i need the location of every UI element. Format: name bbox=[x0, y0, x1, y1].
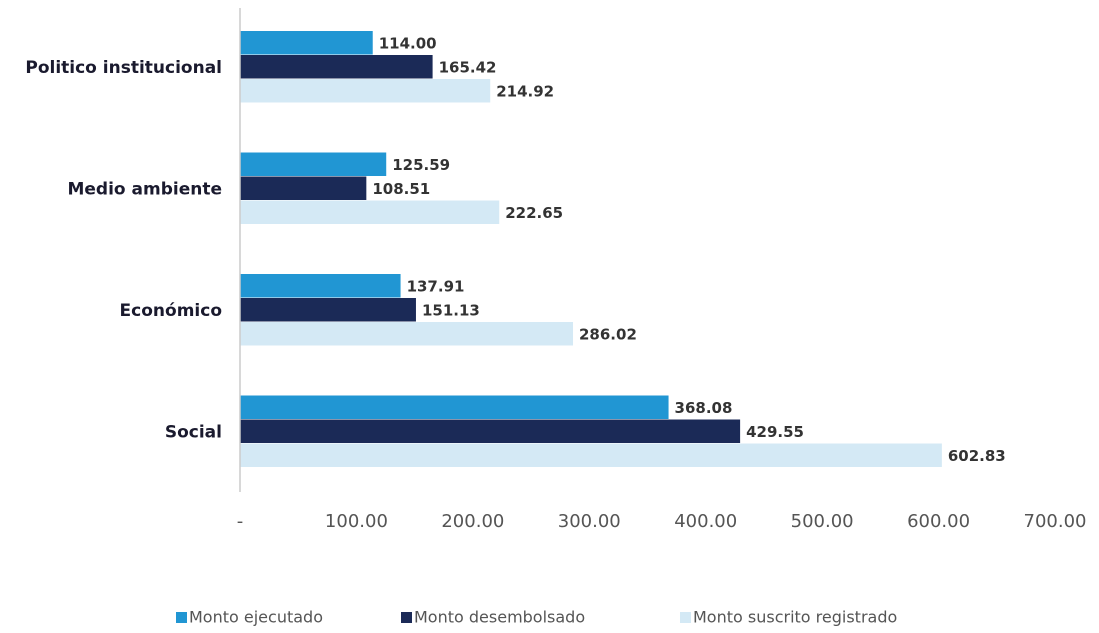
bar bbox=[240, 31, 373, 55]
bar bbox=[240, 322, 574, 346]
value-label: 125.59 bbox=[392, 156, 450, 174]
bar bbox=[240, 176, 367, 200]
bar bbox=[240, 443, 942, 467]
value-label: 429.55 bbox=[746, 423, 804, 441]
x-tick-label: 400.00 bbox=[674, 511, 737, 532]
value-label: 222.65 bbox=[505, 204, 563, 222]
legend-swatch bbox=[401, 612, 412, 623]
legend-label: Monto ejecutado bbox=[189, 608, 323, 627]
category-label: Social bbox=[165, 423, 222, 443]
x-tick-label: 300.00 bbox=[558, 511, 621, 532]
x-tick-label: 200.00 bbox=[441, 511, 504, 532]
bar bbox=[240, 274, 401, 298]
value-label: 214.92 bbox=[496, 83, 554, 101]
x-tick-label: 700.00 bbox=[1024, 511, 1087, 532]
legend-label: Monto desembolsado bbox=[414, 608, 585, 627]
value-label: 602.83 bbox=[948, 447, 1006, 465]
bar bbox=[240, 79, 491, 103]
value-label: 114.00 bbox=[379, 35, 437, 53]
value-label: 137.91 bbox=[407, 278, 465, 296]
bar bbox=[240, 55, 433, 79]
legend-label: Monto suscrito registrado bbox=[693, 608, 897, 627]
bar bbox=[240, 419, 741, 443]
category-label: Politico institucional bbox=[25, 58, 222, 78]
bar bbox=[240, 298, 416, 322]
x-tick-label: - bbox=[237, 511, 244, 532]
value-label: 108.51 bbox=[372, 180, 430, 198]
value-label: 165.42 bbox=[439, 59, 497, 77]
x-tick-label: 500.00 bbox=[791, 511, 854, 532]
value-label: 151.13 bbox=[422, 302, 480, 320]
x-tick-label: 100.00 bbox=[325, 511, 388, 532]
category-label: Económico bbox=[120, 301, 222, 321]
legend-swatch bbox=[680, 612, 691, 623]
category-label: Medio ambiente bbox=[67, 180, 222, 200]
bar bbox=[240, 200, 500, 224]
value-label: 286.02 bbox=[579, 326, 637, 344]
legend-swatch bbox=[176, 612, 187, 623]
bar bbox=[240, 152, 387, 176]
bar bbox=[240, 395, 669, 419]
x-tick-label: 600.00 bbox=[907, 511, 970, 532]
value-label: 368.08 bbox=[675, 399, 733, 417]
